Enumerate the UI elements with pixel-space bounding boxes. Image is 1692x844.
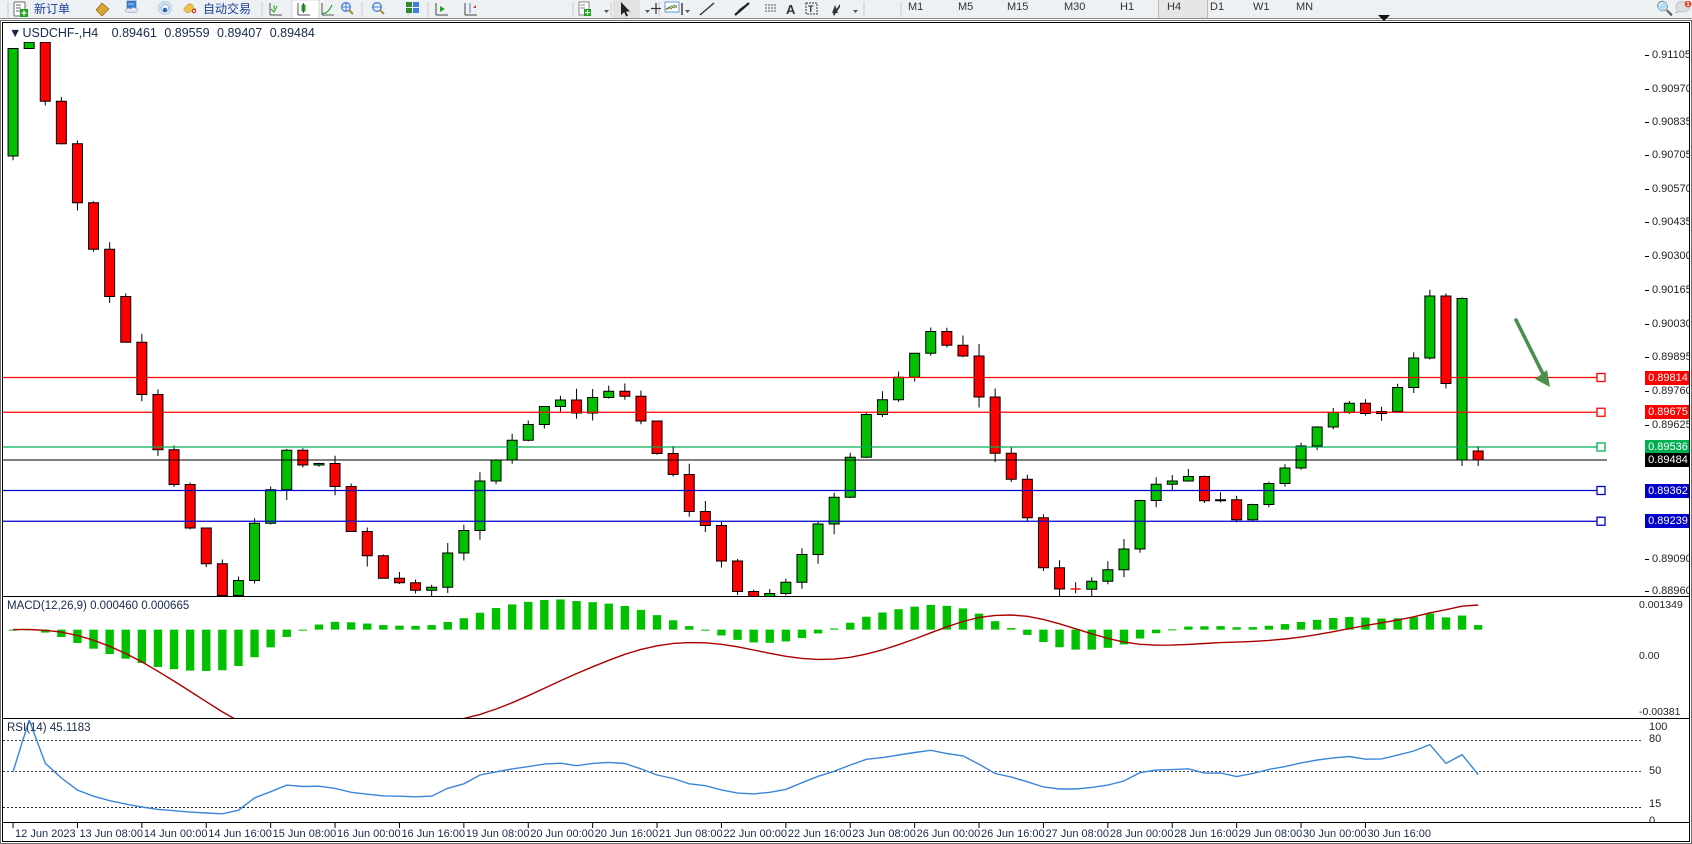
svg-text:新订单: 新订单 bbox=[34, 1, 70, 16]
svg-text:T: T bbox=[808, 4, 814, 14]
svg-text:自动交易: 自动交易 bbox=[203, 1, 251, 16]
svg-text:A: A bbox=[786, 2, 796, 17]
